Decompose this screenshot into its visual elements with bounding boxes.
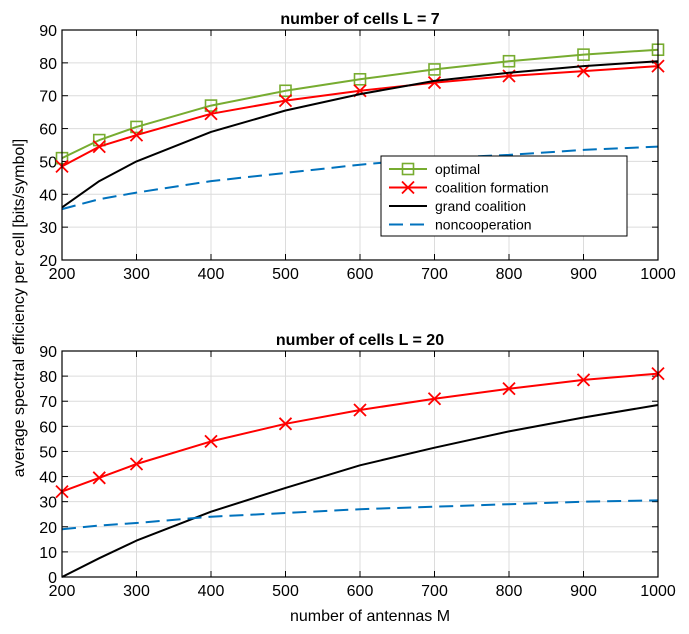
data-point-x	[129, 128, 144, 142]
x-tick-label: 300	[123, 583, 150, 600]
x-tick-label: 200	[49, 583, 76, 600]
x-axis-label: number of antennas M	[290, 608, 450, 625]
x-tick-label: 500	[272, 266, 299, 283]
series-line	[61, 48, 659, 160]
data-point-x	[92, 140, 106, 154]
data-point-x	[92, 471, 106, 485]
series-line	[61, 499, 659, 531]
data-point-square	[204, 99, 218, 112]
data-point-x	[401, 180, 415, 195]
y-tick-label: 30	[39, 495, 57, 512]
y-tick-label: 10	[39, 545, 57, 562]
legend-label: optimal	[435, 161, 480, 177]
axes-box	[61, 29, 659, 261]
data-point-x	[427, 75, 442, 90]
x-tick-label: 1000	[640, 266, 676, 283]
series-line	[61, 372, 659, 493]
series-line	[61, 65, 659, 168]
x-tick-label: 600	[347, 583, 374, 600]
x-tick-label: 600	[347, 266, 374, 283]
y-tick-label: 20	[39, 520, 57, 537]
legend-label: grand coalition	[435, 198, 526, 214]
axes-box	[61, 350, 659, 578]
data-point-square	[279, 84, 292, 98]
x-tick-label: 700	[421, 583, 448, 600]
legend-label: noncooperation	[435, 217, 532, 233]
series-line	[61, 404, 659, 578]
y-tick-label: 50	[39, 444, 57, 461]
y-tick-label: 80	[39, 56, 57, 73]
x-tick-label: 400	[198, 583, 225, 600]
y-tick-label: 40	[39, 187, 57, 204]
x-tick-label: 800	[496, 583, 523, 600]
series-line	[61, 60, 659, 209]
data-point-square	[428, 63, 441, 76]
legend-label: coalition formation	[435, 180, 549, 196]
y-tick-label: 30	[39, 220, 57, 237]
x-tick-label: 1000	[640, 583, 676, 600]
data-point-x	[204, 434, 218, 449]
y-tick-label: 90	[39, 344, 57, 361]
data-point-square	[401, 162, 415, 176]
x-tick-label: 900	[570, 583, 597, 600]
data-point-x	[278, 94, 293, 108]
y-tick-label: 70	[39, 89, 57, 106]
plot-bottom: 200 300 400 500 600 700 800 900 1000 0 10 20 30 40 50 6…	[39, 332, 676, 600]
data-point-square	[353, 72, 367, 86]
x-tick-label: 200	[49, 266, 76, 283]
x-tick-label: 800	[496, 266, 523, 283]
data-point-square	[577, 48, 590, 61]
y-tick-label: 80	[39, 369, 57, 386]
data-point-x	[204, 107, 218, 121]
y-tick-label: 40	[39, 470, 57, 487]
data-point-x	[129, 457, 144, 471]
data-point-x	[502, 382, 516, 396]
data-point-x	[576, 373, 591, 387]
data-point-square	[502, 54, 516, 68]
y-tick-label: 70	[39, 394, 57, 411]
y-tick-label: 60	[39, 122, 57, 139]
y-tick-label: 90	[39, 23, 57, 40]
chart-title: number of cells L = 7	[280, 11, 439, 28]
data-point-x	[427, 392, 442, 406]
plot-top: 200 300 400 500 600 700 800 900 1000 20 30 40 50 60 70…	[39, 11, 676, 283]
y-tick-label: 60	[39, 419, 57, 436]
data-point-square	[130, 120, 143, 134]
x-tick-label: 700	[421, 266, 448, 283]
data-point-x	[353, 403, 367, 417]
chart-title: number of cells L = 20	[276, 332, 444, 349]
data-point-x	[278, 417, 293, 431]
series-line	[61, 145, 659, 211]
x-tick-label: 400	[198, 266, 225, 283]
x-tick-label: 900	[570, 266, 597, 283]
y-tick-label: 20	[39, 253, 57, 270]
y-tick-label: 50	[39, 154, 57, 171]
y-axis-label: average spectral efficiency per cell [bi…	[11, 139, 28, 478]
x-tick-label: 300	[123, 266, 150, 283]
y-tick-label: 0	[48, 570, 57, 587]
x-tick-label: 500	[272, 583, 299, 600]
